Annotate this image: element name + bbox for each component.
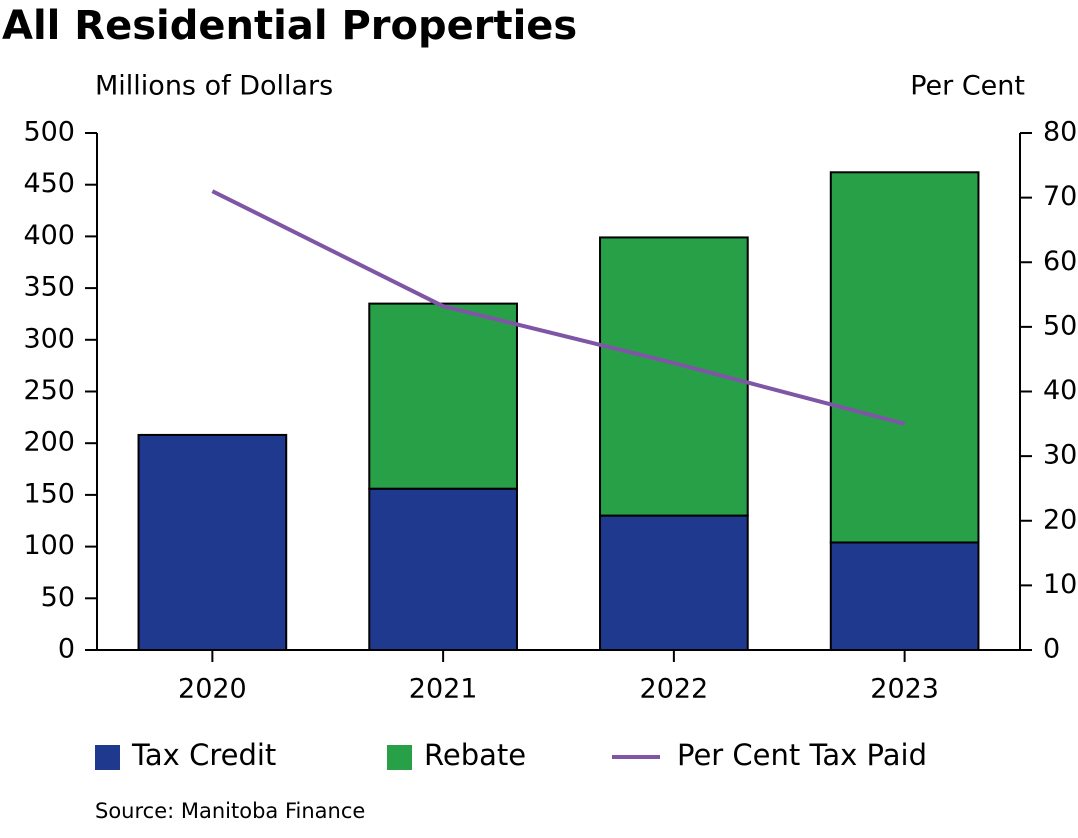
y2-tick-label: 30 [1043, 440, 1077, 471]
legend-label: Rebate [424, 738, 526, 772]
bar [829, 171, 980, 544]
y2-tick-label: 60 [1043, 246, 1077, 277]
x-tick-label: 2022 [640, 674, 709, 705]
y2-tick-label: 10 [1043, 569, 1077, 600]
legend-label: Per Cent Tax Paid [677, 738, 927, 772]
y-tick-label: 200 [23, 427, 75, 458]
y-axis-title: Millions of Dollars [95, 71, 333, 102]
y2-tick-label: 0 [1043, 634, 1060, 665]
y2-tick-label: 50 [1043, 310, 1077, 341]
line-series [211, 189, 906, 426]
y-tick-label: 50 [41, 582, 75, 613]
x-tick-label: 2020 [178, 674, 247, 705]
legend-swatch [387, 745, 412, 770]
bar [368, 302, 518, 490]
legend-swatch [95, 745, 120, 770]
source-note: Source: Manitoba Finance [95, 799, 365, 823]
y2-tick-label: 70 [1043, 181, 1077, 212]
y2-tick-label: 80 [1043, 117, 1077, 148]
y2-tick-label: 20 [1043, 504, 1077, 535]
chart-title: All Residential Properties [2, 3, 577, 49]
x-tick-label: 2021 [409, 674, 478, 705]
y-tick-label: 0 [58, 634, 75, 665]
legend: Tax Credit Rebate Per Cent Tax Paid [95, 738, 927, 772]
bar [368, 487, 518, 652]
y2-tick-label: 40 [1043, 375, 1077, 406]
y-tick-label: 300 [23, 323, 75, 354]
bar [829, 541, 980, 651]
y2-axis-title: Per Cent [910, 71, 1025, 102]
x-tick-label: 2023 [870, 674, 939, 705]
y-tick-label: 400 [23, 220, 75, 251]
bar [599, 514, 749, 652]
y-tick-label: 150 [23, 478, 75, 509]
bar [137, 433, 288, 652]
y-tick-label: 100 [23, 530, 75, 561]
y-tick-label: 350 [23, 272, 75, 303]
legend-label: Tax Credit [131, 738, 276, 772]
y-tick-label: 250 [23, 375, 75, 406]
y-tick-label: 450 [23, 168, 75, 199]
y-tick-label: 500 [23, 117, 75, 148]
